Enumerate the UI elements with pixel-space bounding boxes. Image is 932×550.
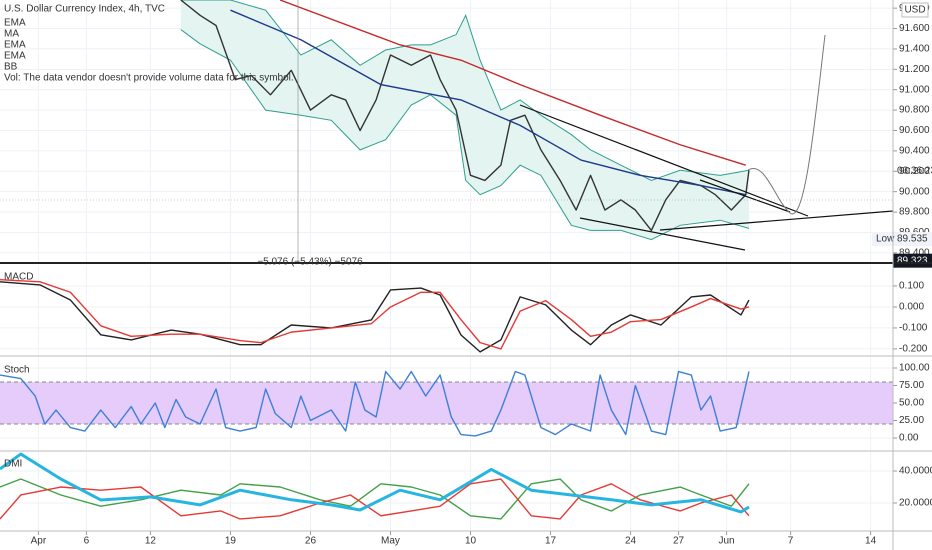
y-tick-label: 90.800 bbox=[899, 105, 930, 116]
pane bbox=[0, 0, 893, 262]
legend-item: EMA bbox=[4, 18, 26, 29]
y-tick-label: 91.400 bbox=[899, 44, 930, 55]
x-tick-label: May bbox=[381, 536, 400, 547]
y-tick-label: 90.400 bbox=[899, 146, 930, 157]
y-tick-label: 90.200 bbox=[899, 166, 930, 177]
y-tick-label: 91.000 bbox=[899, 84, 930, 95]
y-tick-label: 50.00 bbox=[899, 398, 924, 409]
currency: USD bbox=[904, 5, 925, 16]
symbol-title: U.S. Dollar Currency Index, 4h, TVC bbox=[4, 4, 165, 15]
x-tick-label: 6 bbox=[84, 536, 90, 547]
measure-label: −5.076 (−5.43%) −5076 bbox=[257, 257, 363, 268]
countdown: 03:36:23 bbox=[897, 166, 932, 177]
stoch-band bbox=[0, 382, 893, 425]
legend-item: MA bbox=[4, 29, 19, 40]
series-line bbox=[0, 281, 750, 353]
pane-label: Stoch bbox=[4, 365, 30, 376]
y-tick-label: -0.100 bbox=[899, 323, 928, 334]
bb-lower bbox=[180, 29, 750, 241]
legend-item: BB bbox=[4, 62, 18, 73]
y-tick-label: 89.400 bbox=[899, 247, 930, 258]
y-tick-label: 91.200 bbox=[899, 64, 930, 75]
y-tick-label: 89.800 bbox=[899, 207, 930, 218]
x-tick-label: 14 bbox=[865, 536, 877, 547]
pane bbox=[0, 358, 893, 450]
x-tick-label: 7 bbox=[788, 536, 794, 547]
series-line bbox=[0, 478, 750, 520]
y-tick-label: 0.100 bbox=[899, 281, 924, 292]
low-box bbox=[872, 232, 932, 247]
y-tick-label: 0.000 bbox=[899, 302, 924, 313]
header: U.S. Dollar Currency Index, 4h, TVC EMA … bbox=[4, 2, 929, 268]
y-tick-label: 40.0000 bbox=[899, 466, 932, 477]
series-line bbox=[0, 278, 750, 350]
low-label: Low bbox=[876, 234, 895, 245]
trendline bbox=[659, 210, 894, 231]
last-value: 89.323 bbox=[897, 255, 928, 266]
y-tick-label: 0.00 bbox=[899, 433, 919, 444]
drawings bbox=[0, 0, 894, 262]
x-tick-label: 26 bbox=[305, 536, 317, 547]
series-line bbox=[0, 370, 750, 437]
y-tick-label: 25.00 bbox=[899, 415, 924, 426]
y-tick-label: 90.000 bbox=[899, 186, 930, 197]
x-tick-label: 27 bbox=[673, 536, 685, 547]
volume-note: Vol: The data vendor doesn't provide vol… bbox=[4, 73, 294, 84]
x-tick-label: 17 bbox=[545, 536, 557, 547]
y-tick-label: 90.600 bbox=[899, 125, 930, 136]
bb-upper bbox=[180, 0, 750, 181]
pane-label: MACD bbox=[4, 272, 33, 283]
y-tick-label: -0.200 bbox=[899, 344, 928, 355]
series-line bbox=[230, 9, 746, 196]
series-line bbox=[0, 478, 750, 520]
y-tick-label: 75.00 bbox=[899, 380, 924, 391]
currency-box bbox=[901, 2, 929, 18]
legend-item: EMA bbox=[4, 51, 26, 62]
x-tick-label: 10 bbox=[465, 536, 477, 547]
x-tick-label: 19 bbox=[225, 536, 237, 547]
bb-fill bbox=[180, 0, 749, 240]
pane bbox=[0, 452, 893, 530]
trendline bbox=[699, 179, 791, 213]
trendline bbox=[579, 217, 746, 251]
last-box bbox=[893, 253, 932, 268]
y-tick-label: 100.00 bbox=[899, 363, 930, 374]
pane-label: DMI bbox=[4, 459, 22, 470]
x-tick-label: 12 bbox=[145, 536, 157, 547]
x-tick-label: Apr bbox=[31, 536, 47, 547]
x-tick-label: Jun bbox=[719, 536, 735, 547]
legend-item: EMA bbox=[4, 40, 26, 51]
series-line bbox=[0, 452, 750, 514]
pane bbox=[0, 265, 893, 355]
y-tick-label: 91.600 bbox=[899, 23, 930, 34]
trendline bbox=[519, 104, 809, 217]
series-line bbox=[180, 0, 750, 232]
low-value: 89.535 bbox=[897, 234, 928, 245]
x-tick-label: 24 bbox=[625, 536, 637, 547]
y-tick-label: 20.0000 bbox=[899, 498, 932, 509]
projection-curve bbox=[747, 34, 826, 215]
series-line bbox=[279, 0, 746, 166]
